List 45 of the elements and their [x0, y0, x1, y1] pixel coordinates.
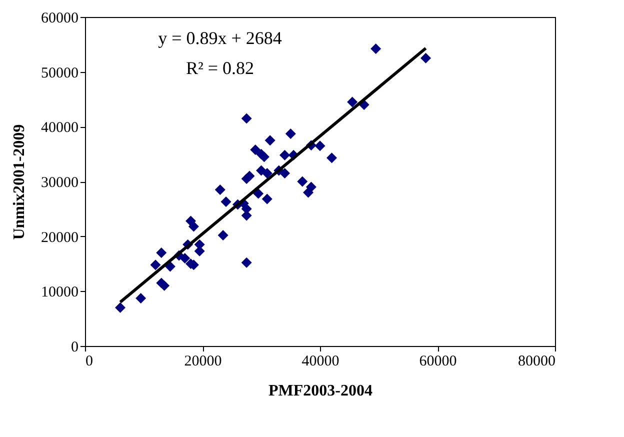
point — [188, 221, 199, 232]
y-tick-label: 50000 — [41, 65, 78, 82]
point — [136, 293, 146, 304]
point — [214, 184, 226, 195]
point — [156, 248, 167, 258]
point — [264, 135, 276, 146]
point — [258, 152, 270, 162]
point — [241, 113, 252, 124]
point — [370, 44, 382, 54]
annotation: y = 0.89x + 2684 — [158, 28, 282, 48]
y-tick-label: 30000 — [41, 175, 78, 191]
point — [241, 174, 252, 184]
point — [347, 96, 358, 108]
point — [306, 182, 316, 192]
y-tick-label: 40000 — [41, 120, 78, 136]
y-tick-label: 60000 — [41, 10, 78, 26]
point — [297, 176, 308, 187]
x-axis-title: PMF2003-2004 — [268, 382, 372, 400]
point — [326, 152, 337, 164]
x-tick-label: 0 — [86, 354, 93, 370]
y-tick-label: 20000 — [41, 230, 78, 246]
point — [280, 168, 290, 179]
point — [262, 168, 272, 179]
annotation: R² = 0.82 — [186, 58, 254, 78]
point — [218, 230, 228, 240]
point — [280, 150, 290, 160]
point — [180, 253, 190, 264]
point — [262, 194, 272, 204]
point — [285, 128, 296, 140]
point — [241, 257, 252, 268]
x-tick-label: 60000 — [419, 354, 457, 370]
x-tick-label: 80000 — [518, 354, 556, 370]
x-tick-label: 20000 — [184, 354, 222, 370]
y-tick-label: 10000 — [41, 284, 78, 301]
point — [115, 302, 126, 313]
point — [420, 52, 431, 64]
y-tick-label: 0 — [71, 340, 78, 356]
point — [314, 140, 326, 152]
point — [159, 280, 170, 291]
x-tick-label: 40000 — [302, 354, 340, 370]
point — [250, 144, 261, 155]
point — [253, 188, 264, 199]
point — [150, 260, 161, 270]
point — [220, 196, 232, 208]
y-axis-title: Unmix2001-2009 — [11, 124, 28, 240]
